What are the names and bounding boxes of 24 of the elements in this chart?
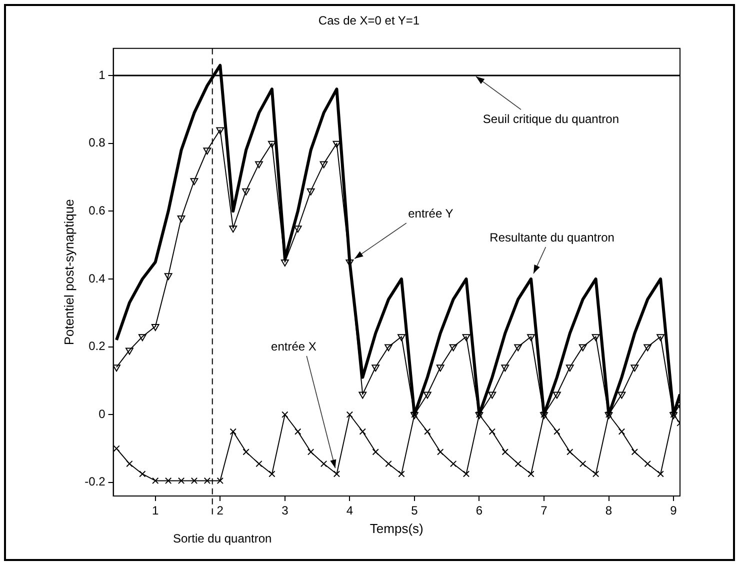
y-tick-label: 0.4 xyxy=(88,271,106,286)
y-tick-label: 0 xyxy=(98,406,106,421)
y-tick-label: 0.8 xyxy=(88,136,106,150)
x-tick-label: 2 xyxy=(216,504,224,518)
chart-title: Cas de X=0 et Y=1 xyxy=(318,14,420,28)
annotation: entrée Y xyxy=(408,206,454,220)
x-tick-label: 1 xyxy=(152,504,160,518)
annotation: Resultante du quantron xyxy=(490,230,614,244)
annotation: entrée X xyxy=(271,339,316,354)
x-tick-label: 9 xyxy=(670,504,678,518)
y-tick-label: 0.2 xyxy=(88,339,106,354)
y-tick-label: -0.2 xyxy=(84,474,106,489)
ref-line-label: Sortie du quantron xyxy=(173,531,272,546)
y-axis-title: Potentiel post-synaptique xyxy=(61,199,76,346)
x-tick-label: 8 xyxy=(605,504,612,518)
ref-line-label: Seuil critique du quantron xyxy=(482,112,620,126)
x-tick-label: 4 xyxy=(346,504,354,518)
y-tick-label: 1 xyxy=(98,68,106,82)
x-tick-label: 3 xyxy=(282,504,289,518)
y-tick-label: 0.6 xyxy=(88,203,106,218)
x-tick-label: 7 xyxy=(540,504,548,518)
x-tick-label: 5 xyxy=(411,504,418,518)
x-tick-label: 6 xyxy=(476,504,483,518)
x-axis-title: Temps(s) xyxy=(370,520,424,536)
